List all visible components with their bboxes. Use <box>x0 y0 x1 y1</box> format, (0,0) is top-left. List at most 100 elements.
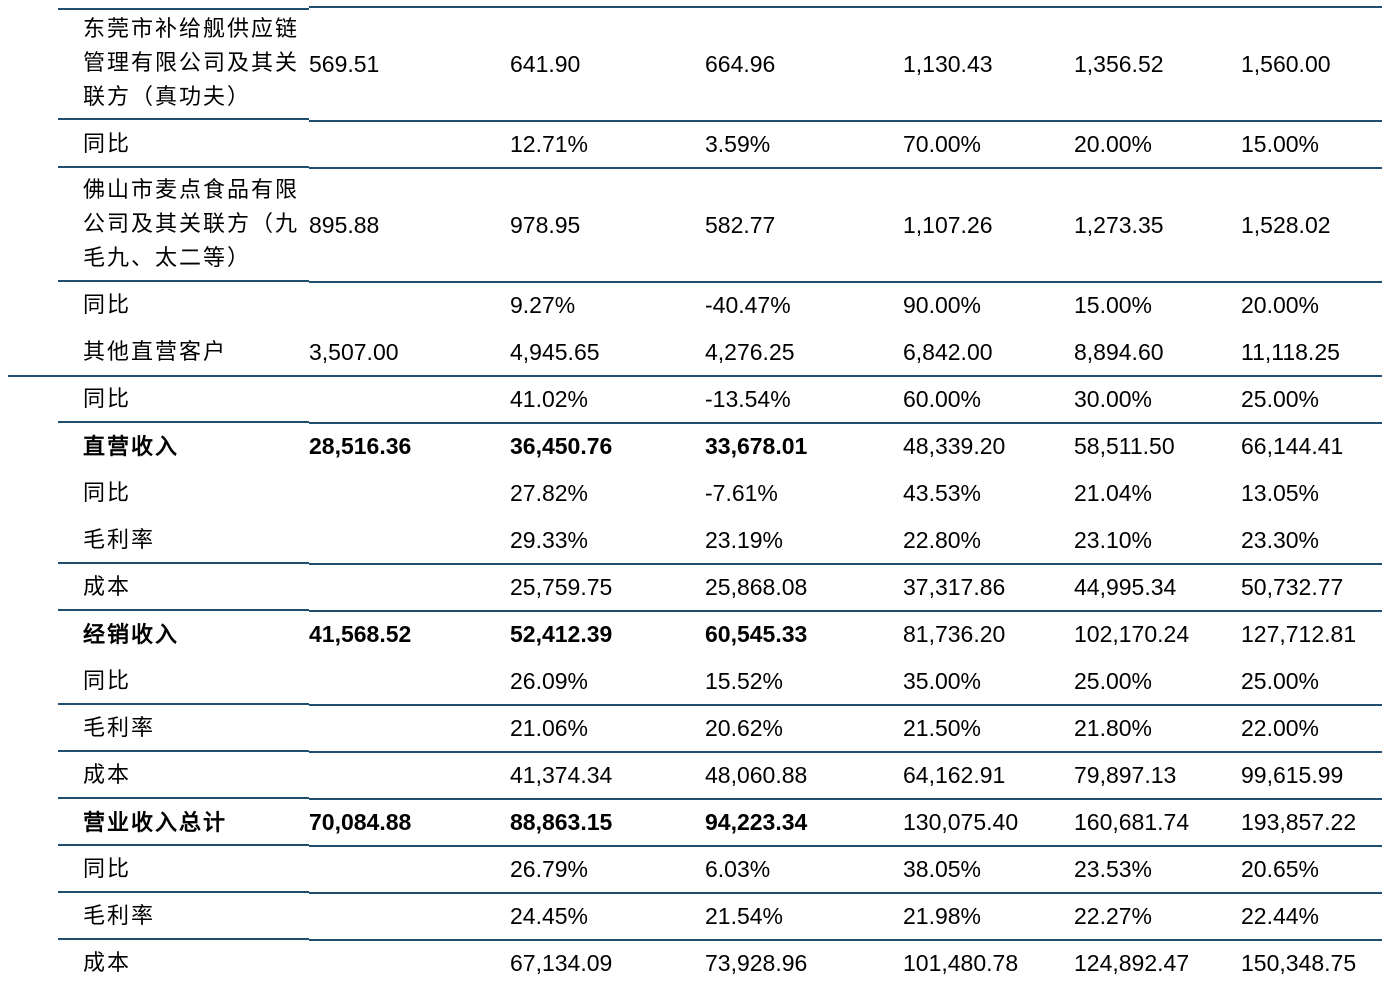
value-cell: 88,863.15 <box>510 799 705 847</box>
value-cell: 99,615.99 <box>1241 752 1382 800</box>
value-cell: 25.00% <box>1241 376 1382 424</box>
value-cell: 895.88 <box>309 168 510 283</box>
value-cell: 641.90 <box>510 6 705 122</box>
value-cell <box>309 564 510 612</box>
value-cell: 3,507.00 <box>309 329 510 377</box>
value-cell: 21.54% <box>705 893 903 941</box>
value-cell: 3.59% <box>705 121 903 169</box>
value-cell: 66,144.41 <box>1241 433 1344 459</box>
table-row: 成本 41,374.34 48,060.88 64,162.91 79,897.13 99… <box>8 752 1382 800</box>
value-cell <box>309 658 510 706</box>
row-label: 同比 <box>83 292 132 318</box>
value-cell: 27.82% <box>510 480 589 506</box>
table-row: 成本 67,134.09 73,928.96 101,480.78 124,892.47… <box>8 940 1382 987</box>
value-cell: 15.52% <box>705 658 903 706</box>
value-cell: 23.30% <box>1241 517 1382 565</box>
value-cell: 21.98% <box>903 893 1074 941</box>
value-cell: 35.00% <box>903 658 1074 706</box>
row-label-cell: 同比 <box>8 846 309 893</box>
value-cell: 160,681.74 <box>1074 799 1241 847</box>
row-label-cell: 东莞市补给舰供应链管理有限公司及其关联方（真功夫） <box>8 7 309 121</box>
value-cell: 58,511.50 <box>1074 433 1175 459</box>
value-cell: 81,736.20 <box>903 621 1006 647</box>
value-cell: 30.00% <box>1074 376 1241 424</box>
value-cell: 1,560.00 <box>1241 6 1382 122</box>
value-cell: 24.45% <box>510 893 705 941</box>
row-label: 毛利率 <box>83 527 156 553</box>
value-cell <box>309 893 510 941</box>
row-label: 同比 <box>83 668 132 694</box>
table-row: 其他直营客户 3,507.00 4,945.65 4,276.25 6,842.00 8,… <box>8 329 1382 377</box>
value-cell <box>309 846 510 894</box>
value-cell: 25,868.08 <box>705 564 903 612</box>
value-cell: 1,528.02 <box>1241 168 1382 283</box>
value-cell: -13.54% <box>705 376 903 424</box>
value-cell: 79,897.13 <box>1074 752 1241 800</box>
value-cell: 60,545.33 <box>705 621 808 647</box>
value-cell: 1,356.52 <box>1074 6 1241 122</box>
value-cell: 21.04% <box>1074 480 1153 506</box>
value-cell: 73,928.96 <box>705 950 808 976</box>
value-cell: -40.47% <box>705 292 791 318</box>
row-label: 同比 <box>83 480 132 506</box>
value-cell <box>309 121 510 169</box>
row-label-cell: 毛利率 <box>8 517 309 564</box>
value-cell: 52,412.39 <box>510 621 613 647</box>
value-cell <box>309 940 510 987</box>
row-label-cell: 经销收入 <box>8 611 309 658</box>
value-cell: 193,857.22 <box>1241 799 1382 847</box>
table-row: 毛利率 24.45% 21.54% 21.98% 22.27% 22.44% <box>8 893 1382 941</box>
value-cell: 64,162.91 <box>903 752 1074 800</box>
table-row: 直营收入 28,516.36 36,450.76 33,678.01 48,339.20… <box>8 423 1382 470</box>
row-label-cell: 佛山市麦点食品有限公司及其关联方（九毛九、太二等） <box>8 168 309 282</box>
row-label: 成本 <box>83 762 132 788</box>
row-label: 毛利率 <box>83 903 156 929</box>
row-label: 经销收入 <box>83 621 180 648</box>
table-row: 同比 26.79% 6.03% 38.05% 23.53% 20.65% <box>8 846 1382 894</box>
row-label-cell: 营业收入总计 <box>8 799 309 846</box>
value-cell: 67,134.09 <box>510 950 613 976</box>
value-cell <box>309 470 510 517</box>
value-cell: 22.27% <box>1074 893 1241 941</box>
row-label: 直营收入 <box>83 433 180 460</box>
table-row: 毛利率 21.06% 20.62% 21.50% 21.80% 22.00% <box>8 705 1382 753</box>
value-cell: 15.00% <box>1074 292 1153 318</box>
row-label: 其他直营客户 <box>83 339 228 365</box>
value-cell <box>309 752 510 800</box>
value-cell: 582.77 <box>705 168 903 283</box>
value-cell: 102,170.24 <box>1074 621 1190 647</box>
value-cell: 70.00% <box>903 121 1074 169</box>
value-cell: 41.02% <box>510 376 705 424</box>
row-label: 同比 <box>83 131 132 157</box>
value-cell: 20.00% <box>1241 292 1320 318</box>
value-cell: 101,480.78 <box>903 950 1019 976</box>
row-label: 成本 <box>83 950 132 976</box>
row-label-cell: 成本 <box>8 752 309 799</box>
table-row: 毛利率 29.33% 23.19% 22.80% 23.10% 23.30% <box>8 517 1382 565</box>
revenue-forecast-table: 东莞市补给舰供应链管理有限公司及其关联方（真功夫） 569.51 641.90 664… <box>8 6 1382 988</box>
value-cell: -7.61% <box>705 480 778 506</box>
table-row: 同比 41.02% -13.54% 60.00% 30.00% 25.00% <box>8 376 1382 424</box>
value-cell: 20.62% <box>705 705 903 753</box>
value-cell: 29.33% <box>510 517 705 565</box>
row-label-cell: 同比 <box>8 470 309 517</box>
table-body: 东莞市补给舰供应链管理有限公司及其关联方（真功夫） 569.51 641.90 664… <box>8 6 1382 987</box>
value-cell: 21.06% <box>510 705 705 753</box>
row-label: 东莞市补给舰供应链管理有限公司及其关联方（真功夫） <box>83 17 300 110</box>
value-cell: 41,374.34 <box>510 752 705 800</box>
value-cell: 978.95 <box>510 168 705 283</box>
row-label-cell: 其他直营客户 <box>8 329 309 377</box>
value-cell: 70,084.88 <box>309 799 510 847</box>
value-cell: 1,107.26 <box>903 168 1074 283</box>
row-label: 营业收入总计 <box>83 809 228 836</box>
table-row: 营业收入总计 70,084.88 88,863.15 94,223.34 130,075… <box>8 799 1382 847</box>
row-label: 佛山市麦点食品有限公司及其关联方（九毛九、太二等） <box>83 178 300 271</box>
value-cell: 11,118.25 <box>1241 329 1382 377</box>
value-cell: 38.05% <box>903 846 1074 894</box>
row-label-cell: 毛利率 <box>8 893 309 940</box>
row-label-cell: 同比 <box>8 121 309 168</box>
value-cell: 60.00% <box>903 376 1074 424</box>
table-row: 佛山市麦点食品有限公司及其关联方（九毛九、太二等） 895.88 978.95 582… <box>8 168 1382 283</box>
value-cell: 90.00% <box>903 292 982 318</box>
